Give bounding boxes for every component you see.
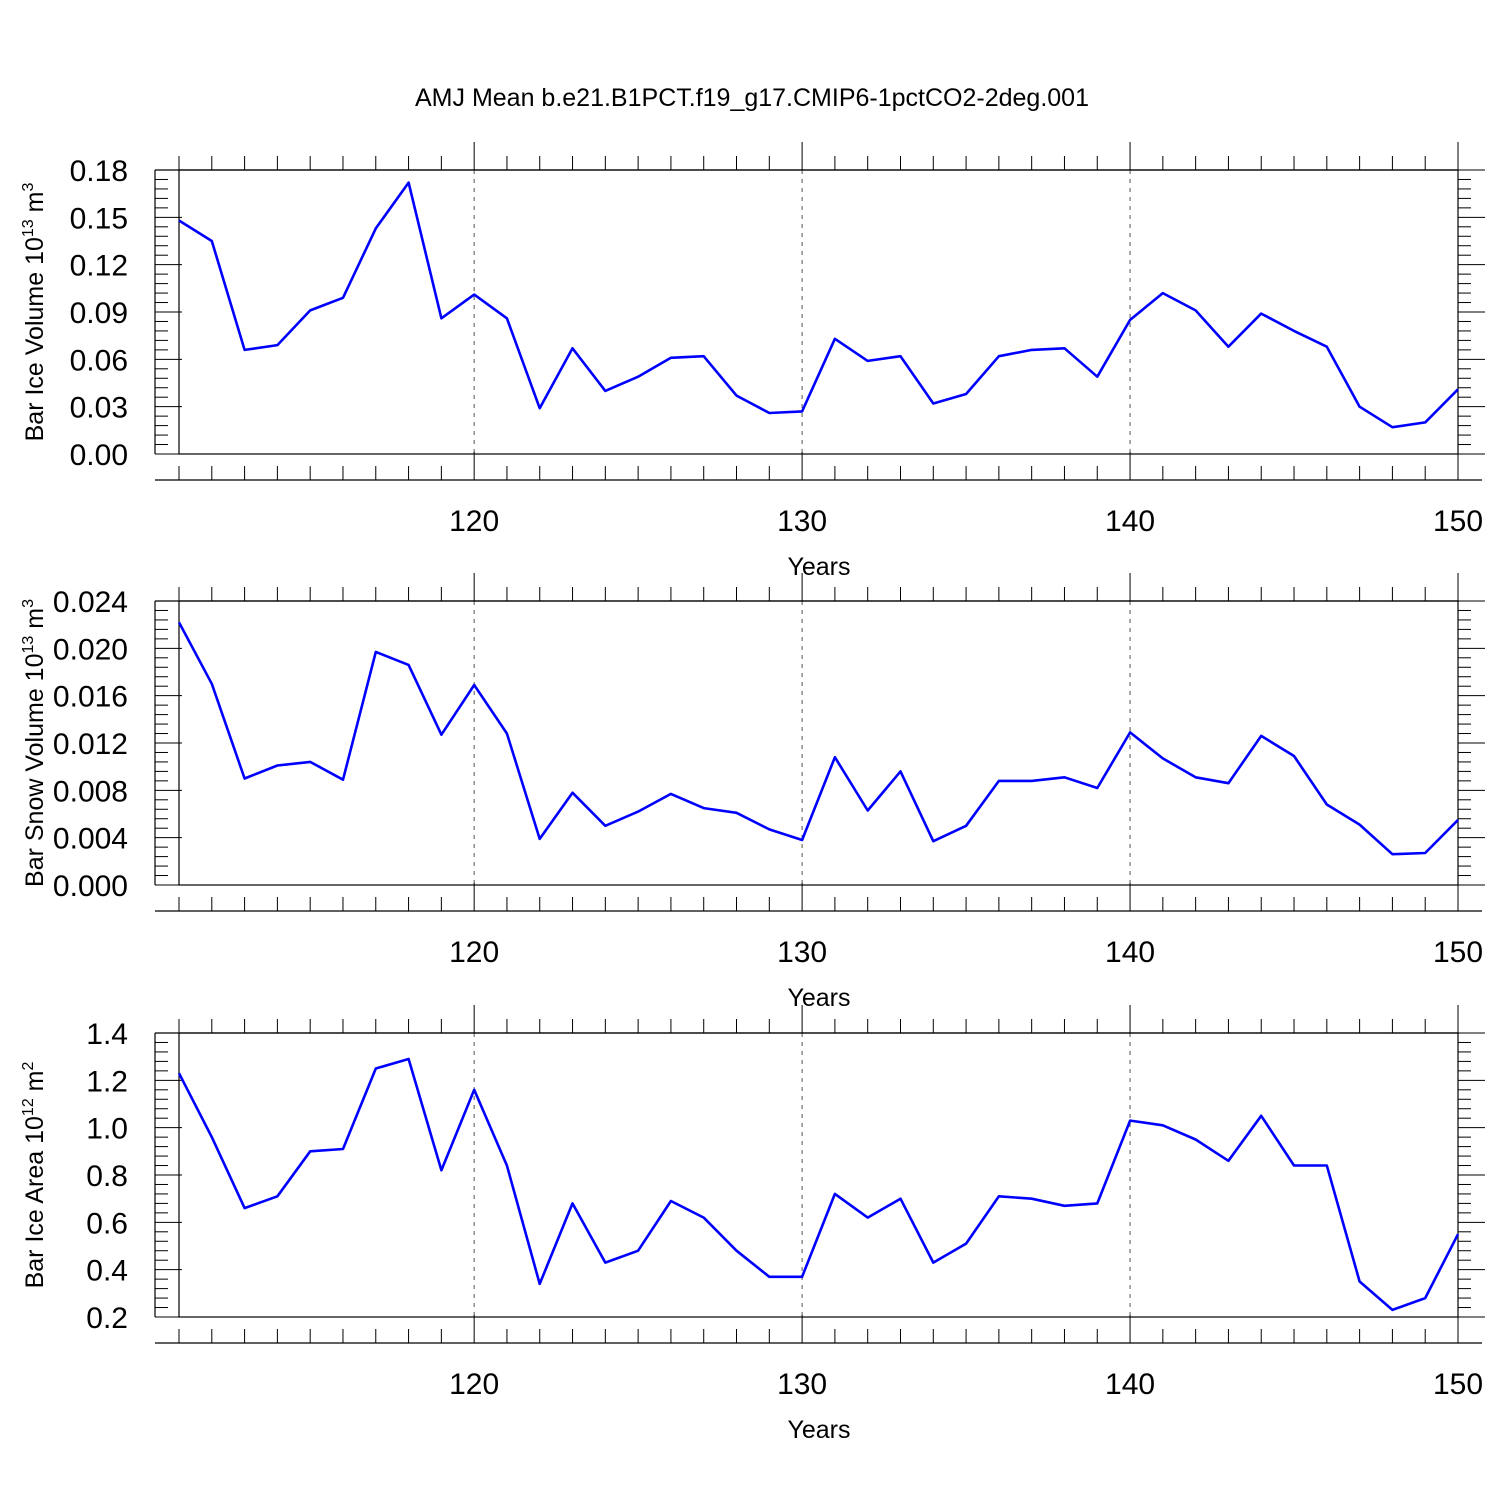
y-tick-label: 0.012 [53,728,128,761]
y-tick-label: 0.004 [53,823,128,856]
y-tick-label: 1.2 [86,1065,128,1098]
x-tick-label: 130 [777,936,827,969]
plot-frame [178,169,1459,455]
y-tick-label: 0.8 [86,1160,128,1193]
y-tick-label: 0.18 [70,155,128,188]
y-tick-label: 0.06 [70,344,128,377]
x-tick-label: 120 [449,936,499,969]
x-tick-label: 150 [1433,1368,1483,1401]
panel-1: 120 130 140 150 Years 0.00 0.03 0.06 0.09 0.12 0.1… [20,142,1485,581]
plot-frame [178,1032,1459,1318]
x-tick-label: 130 [777,505,827,538]
x-tick-label: 130 [777,1368,827,1401]
series-line [178,181,1459,429]
y-tick-label: 0.15 [70,202,128,235]
y-tick-label: 1.4 [86,1018,128,1051]
y-tick-label: 0.09 [70,297,128,330]
y-tick-label: 0.020 [53,633,128,666]
x-axis-label: Years [787,1416,850,1444]
x-axis-label: Years [787,553,850,581]
y-tick-label: 0.008 [53,775,128,808]
y-tick-label: 0.03 [70,392,128,425]
y-tick-label: 0.2 [86,1302,128,1335]
y-tick-label: 0.6 [86,1207,128,1240]
x-tick-label: 150 [1433,936,1483,969]
y-tick-label: 0.00 [70,439,128,472]
chart-title: AMJ Mean b.e21.B1PCT.f19_g17.CMIP6-1pctC… [415,84,1089,112]
x-tick-label: 140 [1105,1368,1155,1401]
x-tick-label: 120 [449,505,499,538]
y-tick-label: 0.12 [70,250,128,283]
x-axis-label: Years [787,984,850,1012]
y-axis-label: Bar Snow Volume 1013 m3 [20,599,49,887]
plot-frame [178,600,1459,886]
panels: 120 130 140 150 Years 0.00 0.03 0.06 0.09 0.12 0.1… [20,142,1485,1444]
y-tick-label: 0.024 [53,586,128,619]
y-axis-label: Bar Ice Volume 1013 m3 [20,183,49,442]
y-axis-label: Bar Ice Area 1012 m2 [20,1062,49,1289]
series-line [177,621,1459,856]
y-tick-label: 1.0 [86,1113,128,1146]
y-tick-label: 0.4 [86,1255,128,1288]
x-tick-label: 140 [1105,505,1155,538]
series-line [177,1057,1460,1312]
x-tick-label: 140 [1105,936,1155,969]
panel-3: 120 130 140 150 Years 0.2 0.4 0.6 0.8 1.0 1.2 1.4 Ba… [20,1005,1485,1444]
y-tick-label: 0.000 [53,870,128,903]
x-tick-label: 150 [1433,505,1483,538]
y-tick-label: 0.016 [53,681,128,714]
x-tick-label: 120 [449,1368,499,1401]
panel-2: 120 130 140 150 Years 0.000 0.004 0.008 0.012 0.0… [20,573,1485,1012]
